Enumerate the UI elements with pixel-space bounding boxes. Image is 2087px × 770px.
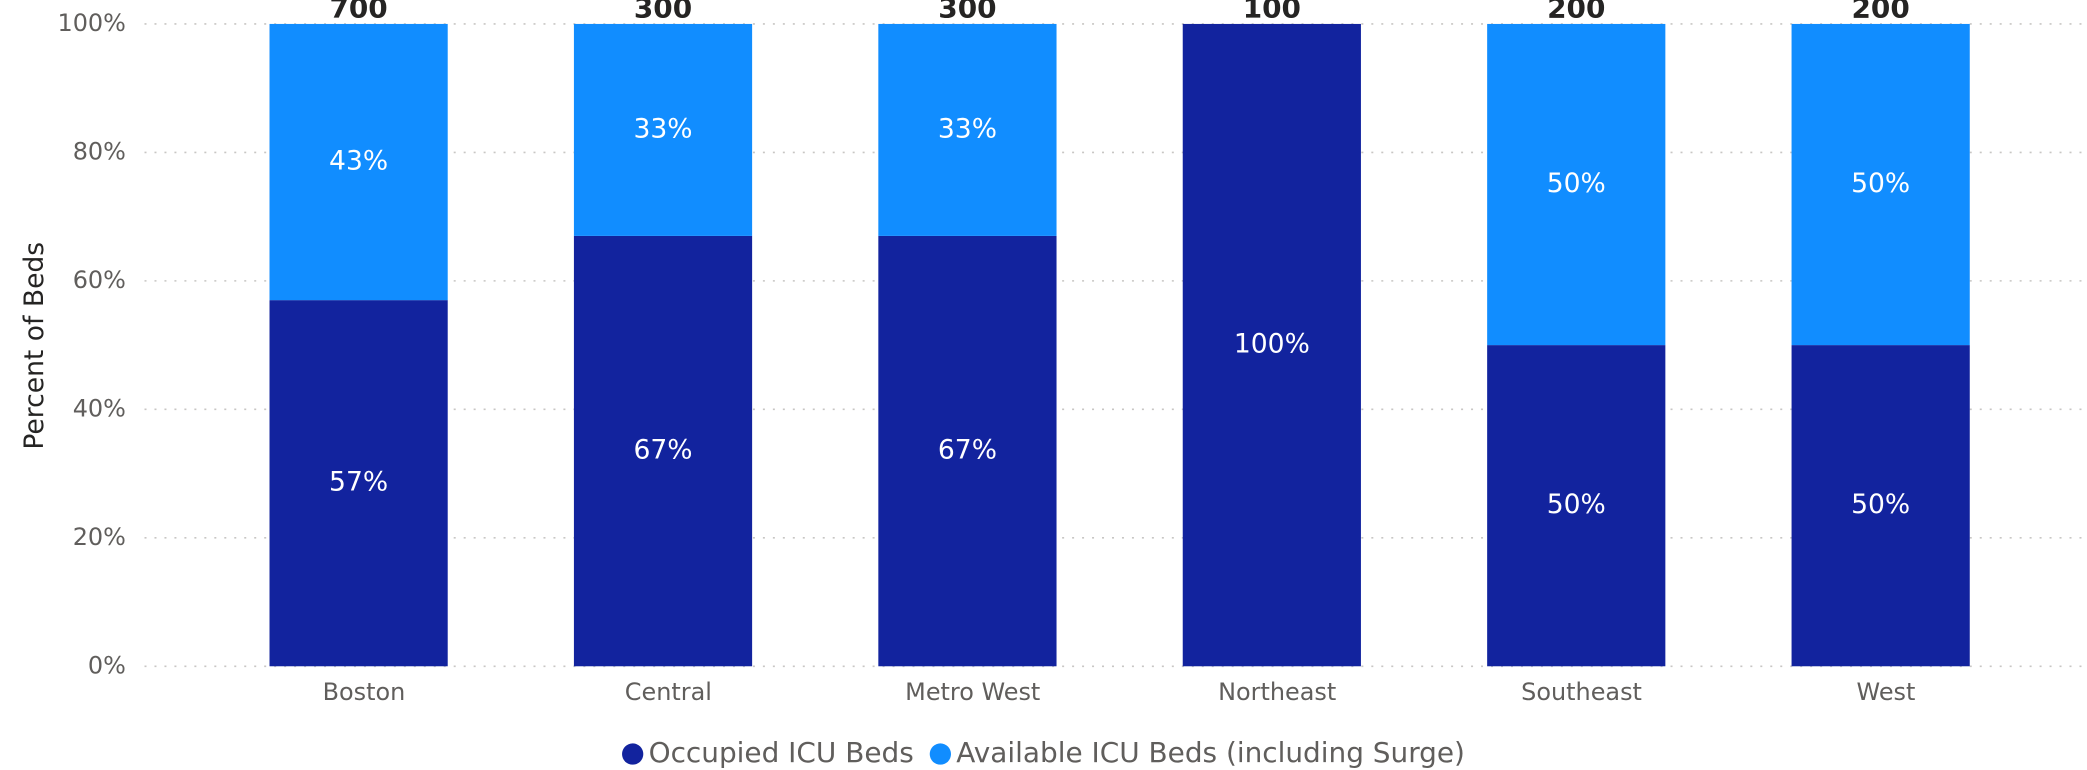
data-label: 57% <box>329 467 388 498</box>
total-label: 200 <box>1547 0 1605 24</box>
data-label: 67% <box>633 435 692 466</box>
data-label: 67% <box>938 435 997 466</box>
bar-segment <box>878 23 1057 236</box>
bar-segment <box>1791 23 1970 346</box>
legend-marker <box>622 743 644 765</box>
x-tick-label: Southeast <box>1521 678 1642 706</box>
y-tick-label: 0% <box>88 651 126 679</box>
x-tick-label: Northeast <box>1218 678 1336 706</box>
data-label: 33% <box>938 113 997 144</box>
bar-segment <box>1791 345 1970 667</box>
y-tick-label: 40% <box>73 394 126 422</box>
bar-segment <box>573 235 753 667</box>
y-axis-title: Percent of Beds <box>19 242 50 450</box>
data-label: 43% <box>329 146 388 177</box>
total-label: 700 <box>329 0 387 24</box>
bar-segment <box>1182 23 1361 667</box>
data-label: 50% <box>1547 489 1606 520</box>
data-label: 50% <box>1851 168 1910 199</box>
total-label: 300 <box>938 0 996 24</box>
bar-segment <box>269 300 448 667</box>
y-tick-label: 20% <box>73 523 126 551</box>
x-tick-label: Boston <box>323 678 406 706</box>
legend-label: Occupied ICU Beds <box>649 736 914 769</box>
legend-marker <box>929 743 952 765</box>
x-tick-label: Central <box>625 678 712 706</box>
total-label: 200 <box>1852 0 1910 24</box>
total-label: 300 <box>634 0 692 24</box>
x-tick-label: West <box>1857 678 1916 706</box>
data-label: 50% <box>1851 489 1910 520</box>
x-tick-label: Metro West <box>905 678 1040 706</box>
bar-segment <box>878 235 1057 667</box>
y-tick-label: 100% <box>57 9 125 37</box>
bar-segment <box>1487 345 1666 667</box>
bar-segment <box>269 23 448 301</box>
y-tick-label: 60% <box>73 266 126 294</box>
bar-segment <box>1487 23 1666 346</box>
legend-label: Available ICU Beds (including Surge) <box>956 736 1465 769</box>
y-tick-label: 80% <box>73 137 126 165</box>
bar-segment <box>573 23 753 236</box>
data-label: 50% <box>1547 168 1606 199</box>
data-label: 33% <box>633 113 692 144</box>
total-label: 100 <box>1243 0 1301 24</box>
data-label: 100% <box>1234 329 1310 360</box>
